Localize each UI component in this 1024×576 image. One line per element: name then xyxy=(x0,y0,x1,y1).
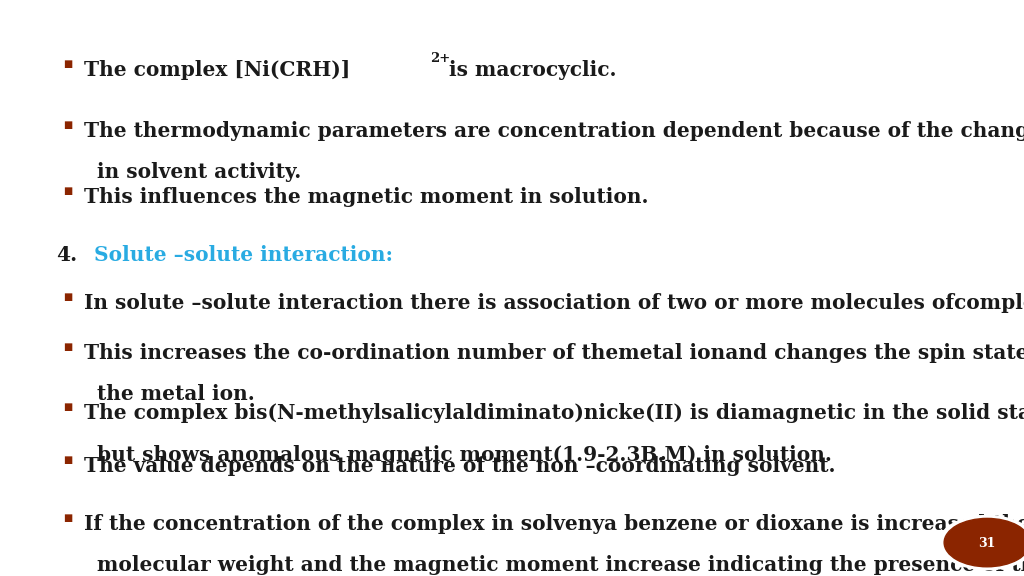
Text: ■: ■ xyxy=(63,514,73,523)
Text: 4.: 4. xyxy=(56,245,78,265)
Text: The complex bis(N-methylsalicylaldiminato)nicke(II) is diamagnetic in the solid : The complex bis(N-methylsalicylaldiminat… xyxy=(84,403,1024,423)
Text: 31: 31 xyxy=(979,537,995,550)
Text: The value depends on the nature of the non –coordinating solvent.: The value depends on the nature of the n… xyxy=(84,456,836,476)
Text: The complex [Ni(CRH)]: The complex [Ni(CRH)] xyxy=(84,60,350,81)
Text: ■: ■ xyxy=(63,187,73,196)
Text: ■: ■ xyxy=(63,456,73,465)
Text: the metal ion.: the metal ion. xyxy=(97,384,255,404)
Text: ■: ■ xyxy=(63,343,73,352)
Text: ■: ■ xyxy=(63,60,73,70)
Text: but shows anomalous magnetic moment(1.9-2.3B.M) in solution.: but shows anomalous magnetic moment(1.9-… xyxy=(97,445,833,465)
Text: is macrocyclic.: is macrocyclic. xyxy=(441,60,616,81)
Text: ■: ■ xyxy=(63,403,73,412)
Text: ■: ■ xyxy=(63,293,73,302)
Text: In solute –solute interaction there is association of two or more molecules ofco: In solute –solute interaction there is a… xyxy=(84,293,1024,313)
Circle shape xyxy=(944,518,1024,567)
Text: This increases the co-ordination number of themetal ionand changes the spin stat: This increases the co-ordination number … xyxy=(84,343,1024,363)
Text: If the concentration of the complex in solvenya benzene or dioxane is increased : If the concentration of the complex in s… xyxy=(84,514,1024,534)
Circle shape xyxy=(939,516,1024,570)
Text: 2+: 2+ xyxy=(429,52,450,65)
Text: This influences the magnetic moment in solution.: This influences the magnetic moment in s… xyxy=(84,187,648,207)
Text: ■: ■ xyxy=(63,121,73,130)
Text: Solute –solute interaction:: Solute –solute interaction: xyxy=(87,245,393,265)
Text: molecular weight and the magnetic moment increase indicating the presence of the: molecular weight and the magnetic moment… xyxy=(97,555,1024,575)
Text: in solvent activity.: in solvent activity. xyxy=(97,162,301,183)
Text: The thermodynamic parameters are concentration dependent because of the changes: The thermodynamic parameters are concent… xyxy=(84,121,1024,141)
